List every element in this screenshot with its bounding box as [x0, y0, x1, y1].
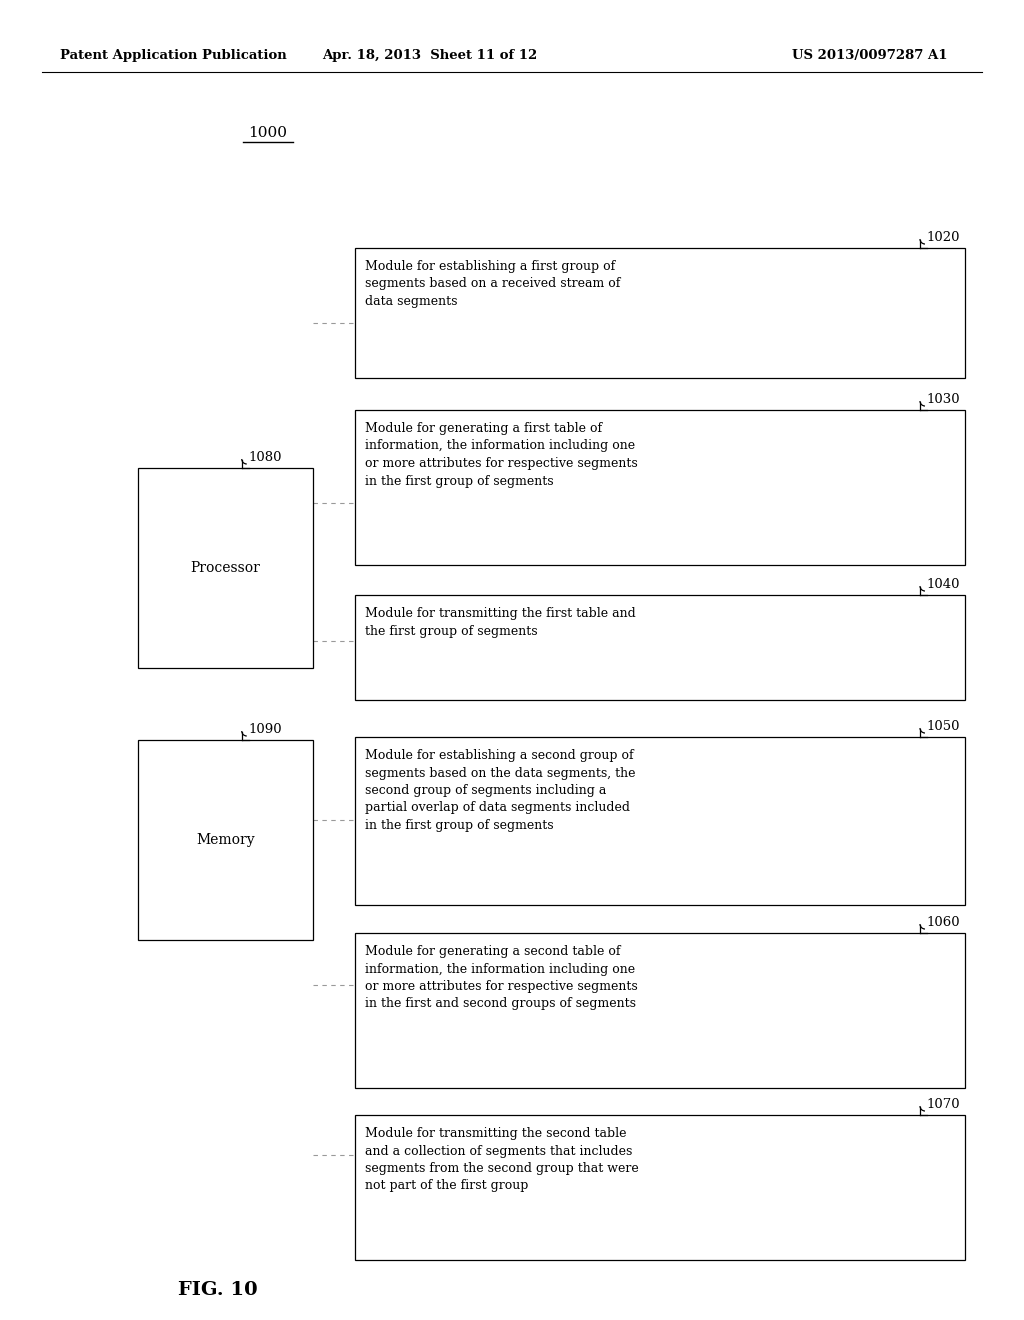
- Bar: [138, 469, 313, 668]
- Text: 1050: 1050: [927, 719, 961, 733]
- Text: 1080: 1080: [248, 451, 282, 465]
- Bar: [355, 248, 965, 378]
- Text: 1020: 1020: [927, 231, 961, 244]
- Bar: [355, 411, 965, 565]
- Text: Module for generating a first table of
information, the information including on: Module for generating a first table of i…: [365, 422, 638, 487]
- Text: 1070: 1070: [927, 1098, 961, 1111]
- Text: Module for generating a second table of
information, the information including o: Module for generating a second table of …: [365, 945, 638, 1011]
- Text: FIG. 10: FIG. 10: [178, 1280, 258, 1299]
- Text: Module for establishing a second group of
segments based on the data segments, t: Module for establishing a second group o…: [365, 748, 636, 832]
- Text: Memory: Memory: [197, 833, 255, 847]
- Bar: [355, 737, 965, 906]
- Bar: [355, 1115, 965, 1261]
- Bar: [138, 741, 313, 940]
- Bar: [355, 933, 965, 1088]
- Text: 1030: 1030: [927, 393, 961, 407]
- Text: Module for establishing a first group of
segments based on a received stream of
: Module for establishing a first group of…: [365, 260, 621, 308]
- Text: 1090: 1090: [248, 723, 282, 737]
- Text: 1040: 1040: [927, 578, 961, 591]
- Text: Patent Application Publication: Patent Application Publication: [60, 49, 287, 62]
- Text: 1000: 1000: [249, 125, 288, 140]
- Text: 1060: 1060: [927, 916, 961, 929]
- Text: Module for transmitting the second table
and a collection of segments that inclu: Module for transmitting the second table…: [365, 1127, 639, 1192]
- Text: US 2013/0097287 A1: US 2013/0097287 A1: [793, 49, 948, 62]
- Text: Processor: Processor: [190, 561, 260, 576]
- Text: Module for transmitting the first table and
the first group of segments: Module for transmitting the first table …: [365, 607, 636, 638]
- Text: Apr. 18, 2013  Sheet 11 of 12: Apr. 18, 2013 Sheet 11 of 12: [323, 49, 538, 62]
- Bar: [355, 595, 965, 700]
